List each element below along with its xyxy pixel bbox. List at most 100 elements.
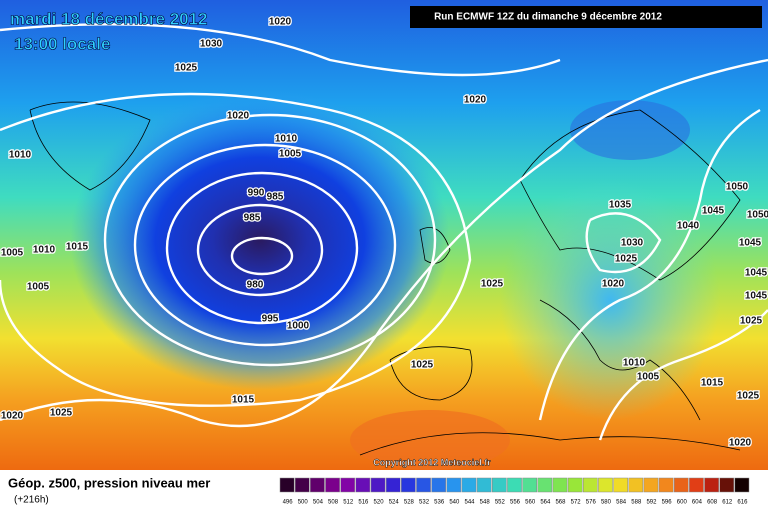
- isobar-label: 1025: [740, 316, 763, 327]
- isobar-label: 1025: [615, 254, 638, 265]
- forecast-date: mardi 18 décembre 2012: [10, 9, 208, 28]
- forecast-time: 13:00 locale: [14, 34, 110, 53]
- isobar-label: 985: [244, 213, 261, 224]
- warm-pool: [350, 410, 510, 470]
- isobar-label: 1015: [701, 378, 724, 389]
- scale-swatch: [522, 477, 537, 493]
- scale-label: 608: [707, 500, 718, 506]
- scale-label: 616: [737, 500, 748, 506]
- scale-swatch: [401, 477, 416, 493]
- scale-label: 600: [677, 500, 688, 506]
- coastlines: [29, 101, 741, 456]
- scale-label: 504: [313, 500, 324, 506]
- isobar-label: 990: [248, 188, 265, 199]
- scale-label: 596: [662, 500, 673, 506]
- scale-swatch: [310, 477, 325, 493]
- scale-swatch: [355, 477, 371, 493]
- scale-label: 524: [389, 500, 400, 506]
- isobar-label: 1040: [677, 221, 700, 232]
- scale-label: 536: [434, 500, 445, 506]
- isobar-label: 1045: [739, 238, 762, 249]
- cold-pool: [570, 100, 690, 160]
- scale-label: 612: [722, 500, 733, 506]
- scale-label: 572: [571, 500, 582, 506]
- scale-swatch: [704, 477, 719, 493]
- isobar-label: 1010: [623, 358, 646, 369]
- scale-swatch: [416, 477, 431, 493]
- color-scale: 496 500 504 508 512 516 520 524 528 532 536 540 544 5…: [279, 477, 750, 506]
- scale-swatch: [370, 477, 386, 493]
- scale-label: 604: [692, 500, 703, 506]
- scale-swatch: [628, 477, 644, 493]
- scale-swatch: [340, 477, 356, 493]
- scale-swatch: [582, 477, 598, 493]
- scale-label: 532: [419, 500, 430, 506]
- lead-time: (+216h): [14, 495, 49, 506]
- isobars: [0, 23, 768, 441]
- scale-swatch: [294, 477, 310, 493]
- scale-swatch: [658, 477, 674, 493]
- isobar-label: 1025: [481, 279, 504, 290]
- scale-label: 520: [374, 500, 385, 506]
- scale-swatch: [446, 477, 462, 493]
- scale-swatch: [689, 477, 704, 493]
- scale-swatch: [507, 477, 522, 493]
- isobar-label: 1005: [637, 372, 660, 383]
- scale-label: 552: [495, 500, 506, 506]
- scale-label: 540: [449, 500, 460, 506]
- scale-swatch: [492, 477, 507, 493]
- scale-label: 544: [465, 500, 476, 506]
- isobar-label: 1005: [27, 282, 50, 293]
- scale-label: 528: [404, 500, 415, 506]
- scale-swatch: [598, 477, 613, 493]
- scale-label: 500: [298, 500, 309, 506]
- isobar-label: 1045: [745, 268, 768, 279]
- isobar-label: 1015: [66, 242, 89, 253]
- isobar-label: 995: [262, 314, 279, 325]
- isobar-label: 1020: [269, 17, 292, 28]
- isobar-label: 1045: [702, 206, 725, 217]
- scale-label: 568: [555, 500, 566, 506]
- scale-label: 576: [586, 500, 597, 506]
- isobar-label: 1015: [232, 395, 255, 406]
- legend-title: Géop. z500, pression niveau mer: [8, 475, 210, 490]
- isobar-label: 980: [247, 280, 264, 291]
- isobar-label: 1020: [464, 95, 487, 106]
- isobar-label: 1020: [1, 411, 24, 422]
- scale-label: 580: [601, 500, 612, 506]
- scale-label: 512: [343, 500, 354, 506]
- trough-field: [500, 180, 720, 420]
- isobar-label: 1025: [50, 408, 73, 419]
- copyright: Copyright 2012 Meteociel.fr: [373, 457, 491, 467]
- low-pressure-field: [70, 90, 450, 390]
- scale-swatch: [613, 477, 628, 493]
- isobar-label: 1030: [200, 39, 223, 50]
- isobar-label: 1010: [33, 245, 56, 256]
- run-banner: [410, 6, 762, 28]
- scale-swatch: [385, 477, 401, 493]
- scale-swatch: [476, 477, 492, 493]
- isobar-label: 1025: [175, 63, 198, 74]
- scale-label: 560: [525, 500, 536, 506]
- scale-swatch: [537, 477, 553, 493]
- isobar-label: 1010: [9, 150, 32, 161]
- isobar-label: 1025: [737, 391, 760, 402]
- isobar-label: 1035: [609, 200, 632, 211]
- isobar-label: 1005: [279, 149, 302, 160]
- isobar-label: 1020: [227, 111, 250, 122]
- isobar-label: 1050: [726, 182, 749, 193]
- scale-swatch: [461, 477, 477, 493]
- scale-swatch: [719, 477, 735, 493]
- scale-label: 556: [510, 500, 521, 506]
- scale-label: 584: [616, 500, 627, 506]
- isobar-label: 1000: [287, 321, 310, 332]
- scale-label: 548: [480, 500, 491, 506]
- isobar-label: 1045: [745, 291, 768, 302]
- isobar-label: 1010: [275, 134, 298, 145]
- isobar-label: 1025: [411, 360, 434, 371]
- isobar-label: 985: [267, 192, 284, 203]
- scale-swatch: [325, 477, 340, 493]
- isobar-label: 1020: [602, 279, 625, 290]
